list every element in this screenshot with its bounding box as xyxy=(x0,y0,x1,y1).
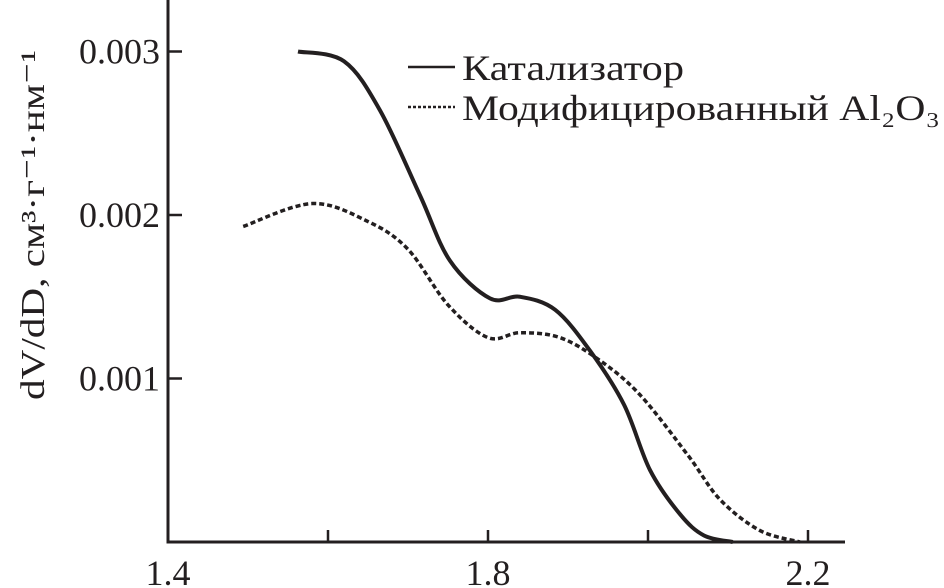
x-tick-label: 1.8 xyxy=(466,553,511,588)
series-line-0 xyxy=(297,49,734,544)
y-axis-label: dV/dD, см³·г⁻¹·нм⁻¹ xyxy=(15,50,52,400)
legend: Катализатор Модифицированный Al₂O₃ xyxy=(408,48,940,128)
x-tick-label: 2.2 xyxy=(786,553,831,588)
legend-label-0: Катализатор xyxy=(462,48,684,88)
y-tick-label: 0.002 xyxy=(79,195,160,235)
y-tick-label: 0.001 xyxy=(79,359,160,399)
x-tick-label: 1.4 xyxy=(146,553,191,588)
legend-label-1: Модифицированный Al₂O₃ xyxy=(462,88,940,128)
y-tick-label: 0.003 xyxy=(79,32,160,72)
series-line-1 xyxy=(242,201,801,544)
